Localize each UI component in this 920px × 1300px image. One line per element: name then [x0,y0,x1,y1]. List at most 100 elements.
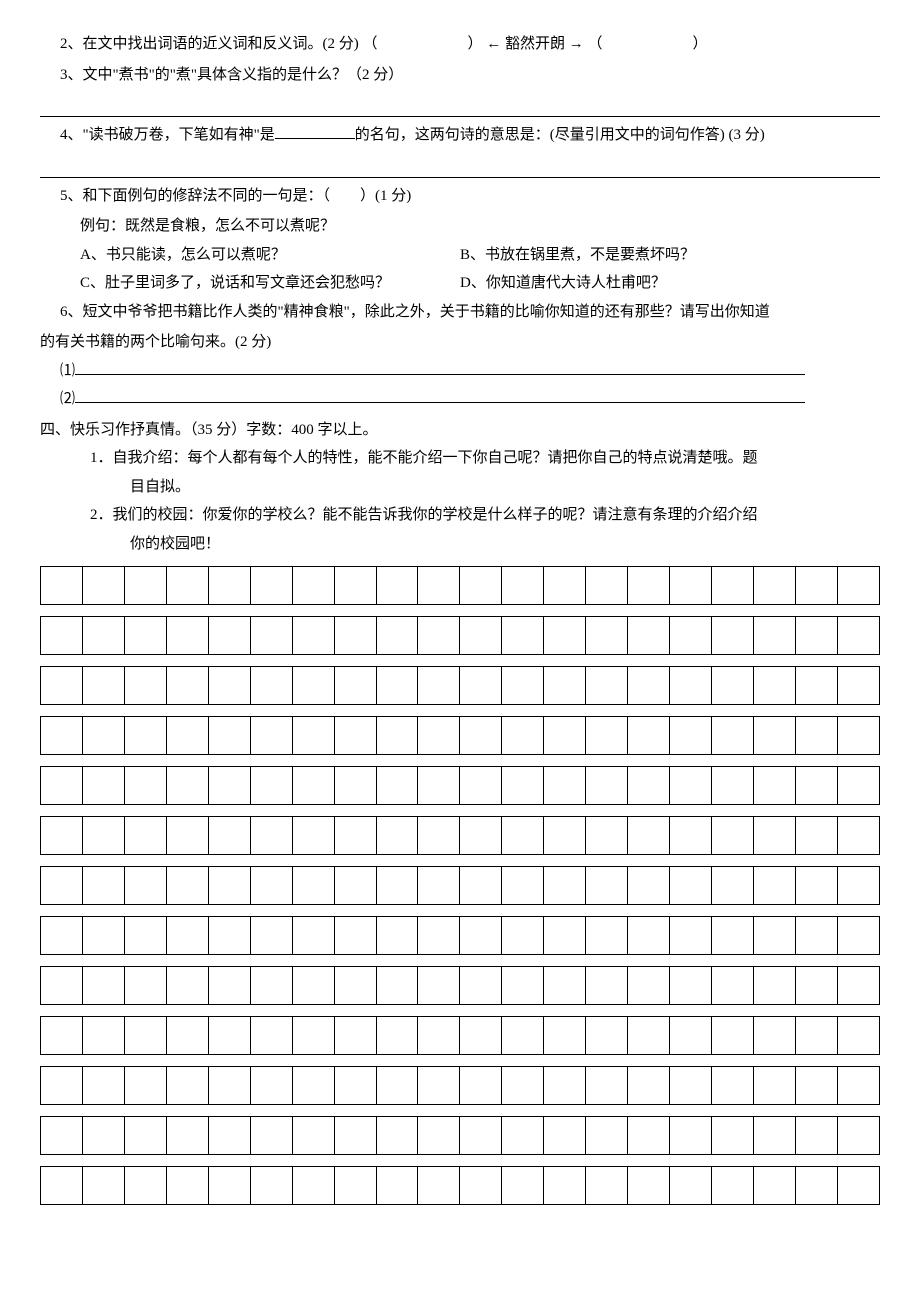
grid-cell[interactable] [292,967,334,1005]
grid-cell[interactable] [208,567,250,605]
grid-cell[interactable] [376,567,418,605]
grid-cell[interactable] [795,617,837,655]
grid-cell[interactable] [544,1067,586,1105]
grid-cell[interactable] [586,667,628,705]
grid-cell[interactable] [837,1067,879,1105]
grid-cell[interactable] [837,967,879,1005]
grid-cell[interactable] [376,967,418,1005]
grid-cell[interactable] [82,767,124,805]
grid-cell[interactable] [795,1167,837,1205]
grid-cell[interactable] [166,1067,208,1105]
grid-cell[interactable] [670,767,712,805]
grid-cell[interactable] [628,617,670,655]
grid-cell[interactable] [502,667,544,705]
grid-cell[interactable] [460,667,502,705]
grid-cell[interactable] [712,717,754,755]
grid-cell[interactable] [586,867,628,905]
grid-cell[interactable] [250,967,292,1005]
grid-cell[interactable] [628,1167,670,1205]
grid-cell[interactable] [41,1067,83,1105]
grid-cell[interactable] [712,1067,754,1105]
grid-cell[interactable] [586,967,628,1005]
grid-cell[interactable] [82,967,124,1005]
grid-cell[interactable] [334,767,376,805]
grid-cell[interactable] [586,1017,628,1055]
grid-cell[interactable] [753,1067,795,1105]
grid-cell[interactable] [586,567,628,605]
grid-cell[interactable] [334,1117,376,1155]
grid-cell[interactable] [166,917,208,955]
grid-cell[interactable] [208,1017,250,1055]
grid-cell[interactable] [628,717,670,755]
grid-cell[interactable] [837,817,879,855]
grid-cell[interactable] [628,817,670,855]
grid-cell[interactable] [250,1117,292,1155]
grid-cell[interactable] [544,1167,586,1205]
grid-cell[interactable] [376,1017,418,1055]
grid-cell[interactable] [460,817,502,855]
grid-cell[interactable] [124,1017,166,1055]
q4-answer-line[interactable] [40,152,880,178]
grid-cell[interactable] [376,667,418,705]
grid-cell[interactable] [292,917,334,955]
grid-cell[interactable] [837,1117,879,1155]
grid-cell[interactable] [502,767,544,805]
grid-cell[interactable] [753,567,795,605]
grid-cell[interactable] [712,917,754,955]
grid-cell[interactable] [544,967,586,1005]
grid-cell[interactable] [82,1017,124,1055]
grid-cell[interactable] [41,767,83,805]
grid-cell[interactable] [418,1017,460,1055]
grid-cell[interactable] [376,767,418,805]
grid-cell[interactable] [82,617,124,655]
grid-cell[interactable] [502,817,544,855]
grid-cell[interactable] [292,1167,334,1205]
grid-cell[interactable] [670,667,712,705]
grid-cell[interactable] [418,917,460,955]
grid-cell[interactable] [712,967,754,1005]
grid-cell[interactable] [712,567,754,605]
grid-cell[interactable] [795,1067,837,1105]
grid-cell[interactable] [544,667,586,705]
grid-cell[interactable] [586,1067,628,1105]
grid-cell[interactable] [334,867,376,905]
grid-cell[interactable] [460,967,502,1005]
grid-cell[interactable] [292,1117,334,1155]
grid-cell[interactable] [795,717,837,755]
grid-cell[interactable] [418,1117,460,1155]
grid-cell[interactable] [124,1117,166,1155]
grid-cell[interactable] [753,867,795,905]
grid-cell[interactable] [837,917,879,955]
grid-cell[interactable] [753,817,795,855]
grid-cell[interactable] [292,617,334,655]
grid-cell[interactable] [334,617,376,655]
grid-cell[interactable] [837,617,879,655]
grid-cell[interactable] [502,1117,544,1155]
grid-cell[interactable] [837,567,879,605]
grid-cell[interactable] [670,917,712,955]
grid-cell[interactable] [712,767,754,805]
grid-cell[interactable] [460,767,502,805]
grid-cell[interactable] [670,817,712,855]
grid-cell[interactable] [418,867,460,905]
grid-cell[interactable] [208,967,250,1005]
grid-cell[interactable] [208,1117,250,1155]
grid-cell[interactable] [376,1167,418,1205]
grid-cell[interactable] [124,867,166,905]
grid-cell[interactable] [586,767,628,805]
grid-cell[interactable] [292,667,334,705]
grid-cell[interactable] [795,817,837,855]
grid-cell[interactable] [208,767,250,805]
grid-cell[interactable] [418,767,460,805]
grid-cell[interactable] [712,1017,754,1055]
grid-cell[interactable] [250,1167,292,1205]
grid-cell[interactable] [418,667,460,705]
grid-cell[interactable] [166,1017,208,1055]
grid-cell[interactable] [208,717,250,755]
grid-cell[interactable] [628,1117,670,1155]
grid-cell[interactable] [292,767,334,805]
grid-cell[interactable] [670,617,712,655]
grid-cell[interactable] [250,817,292,855]
grid-cell[interactable] [418,567,460,605]
grid-cell[interactable] [418,717,460,755]
